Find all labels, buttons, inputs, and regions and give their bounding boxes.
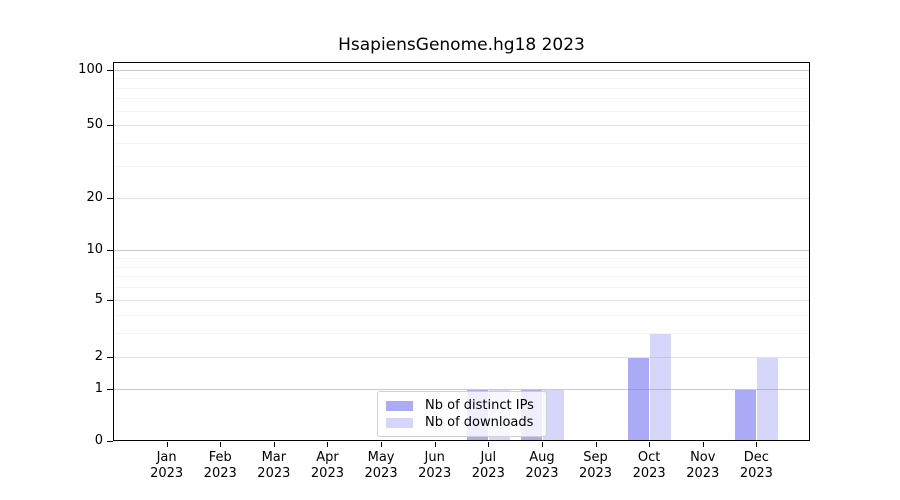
x-tick-year: 2023 (578, 466, 613, 481)
x-tick-oct (649, 442, 651, 447)
gridline-20 (114, 198, 809, 199)
x-tick-sep (595, 442, 597, 447)
x-tick-month: Aug (529, 450, 555, 465)
gridline-5 (114, 300, 809, 301)
gridline-minor-60 (114, 110, 809, 112)
y-tick-label-5: 5 (94, 292, 103, 307)
y-tick-0 (107, 441, 113, 442)
x-tick-nov (702, 442, 704, 447)
x-tick-label-oct: Oct 2023 (617, 450, 681, 482)
y-tick-50 (107, 125, 113, 126)
x-tick-label-jan: Jan 2023 (135, 450, 199, 482)
chart-title: HsapiensGenome.hg18 2023 (338, 35, 585, 55)
x-tick-year: 2023 (418, 466, 452, 481)
y-tick-label-0: 0 (94, 433, 103, 448)
x-tick-month: Jan (156, 450, 177, 465)
x-tick-year: 2023 (310, 466, 344, 481)
x-tick-dec (756, 442, 758, 447)
gridline-minor-90 (114, 78, 809, 80)
gridline-10 (114, 250, 809, 251)
x-tick-month: Jun (424, 450, 445, 465)
legend-item-downloads: Nb of downloads (386, 414, 538, 431)
gridline-100 (114, 70, 809, 71)
x-tick-label-may: May 2023 (349, 450, 413, 482)
x-tick-year: 2023 (364, 466, 398, 481)
x-tick-jul (488, 442, 490, 447)
x-tick-year: 2023 (525, 466, 559, 481)
x-tick-aug (541, 442, 543, 447)
y-tick-label-10: 10 (86, 242, 103, 257)
x-tick-mar (273, 442, 275, 447)
gridline-50 (114, 125, 809, 126)
y-tick-label-2: 2 (94, 349, 103, 364)
x-tick-year: 2023 (203, 466, 237, 481)
y-tick-2 (107, 357, 113, 358)
y-tick-label-50: 50 (86, 117, 103, 132)
x-tick-month: May (367, 450, 395, 465)
gridline-minor-7 (114, 276, 809, 278)
x-tick-feb (220, 442, 222, 447)
gridline-minor-8 (114, 266, 809, 268)
bar-downloads-aug (542, 390, 564, 440)
x-tick-year: 2023 (150, 466, 184, 481)
x-tick-label-aug: Aug 2023 (510, 450, 574, 482)
plot-area (113, 62, 810, 441)
x-tick-may (381, 442, 383, 447)
gridline-1 (114, 389, 809, 390)
x-tick-label-feb: Feb 2023 (188, 450, 252, 482)
legend-label-distinct-ips: Nb of distinct IPs (425, 398, 534, 413)
bar-distinct-ips-oct (628, 358, 650, 440)
gridline-minor-9 (114, 257, 809, 259)
x-tick-label-sep: Sep 2023 (564, 450, 628, 482)
x-tick-month: Jul (480, 450, 497, 465)
x-tick-apr (327, 442, 329, 447)
gridline-minor-70 (114, 98, 809, 100)
x-tick-year: 2023 (257, 466, 291, 481)
x-tick-jan (166, 442, 168, 447)
x-tick-label-nov: Nov 2023 (671, 450, 735, 482)
x-tick-month: Nov (690, 450, 716, 465)
gridline-minor-6 (114, 287, 809, 289)
legend: Nb of distinct IPs Nb of downloads (377, 391, 547, 437)
x-tick-month: Oct (637, 450, 661, 465)
y-tick-10 (107, 250, 113, 251)
y-tick-label-100: 100 (78, 62, 103, 77)
x-tick-year: 2023 (686, 466, 720, 481)
y-tick-5 (107, 300, 113, 301)
legend-swatch-distinct-ips (386, 400, 413, 411)
gridline-minor-80 (114, 87, 809, 89)
y-tick-20 (107, 198, 113, 199)
x-tick-label-jul: Jul 2023 (456, 450, 520, 482)
gridline-minor-30 (114, 165, 809, 167)
gridline-2 (114, 357, 809, 358)
gridline-minor-40 (114, 142, 809, 144)
x-tick-label-mar: Mar 2023 (242, 450, 306, 482)
x-tick-month: Feb (208, 450, 232, 465)
x-tick-month: Apr (316, 450, 339, 465)
x-tick-year: 2023 (471, 466, 505, 481)
legend-label-downloads: Nb of downloads (425, 415, 534, 430)
x-tick-month: Dec (743, 450, 769, 465)
x-tick-jun (434, 442, 436, 447)
bar-distinct-ips-dec (735, 390, 757, 440)
y-tick-1 (107, 389, 113, 390)
bar-downloads-dec (757, 358, 779, 440)
legend-item-distinct-ips: Nb of distinct IPs (386, 397, 538, 414)
x-tick-label-jun: Jun 2023 (403, 450, 467, 482)
legend-swatch-downloads (386, 417, 413, 428)
y-tick-label-1: 1 (94, 381, 103, 396)
x-tick-year: 2023 (632, 466, 666, 481)
gridline-minor-3 (114, 333, 809, 335)
x-tick-label-dec: Dec 2023 (724, 450, 788, 482)
gridline-minor-4 (114, 314, 809, 316)
x-tick-month: Mar (261, 450, 287, 465)
bar-downloads-oct (650, 334, 672, 440)
y-tick-100 (107, 70, 113, 71)
x-tick-year: 2023 (739, 466, 773, 481)
x-tick-label-apr: Apr 2023 (295, 450, 359, 482)
y-tick-label-20: 20 (86, 190, 103, 205)
x-tick-month: Sep (583, 450, 608, 465)
